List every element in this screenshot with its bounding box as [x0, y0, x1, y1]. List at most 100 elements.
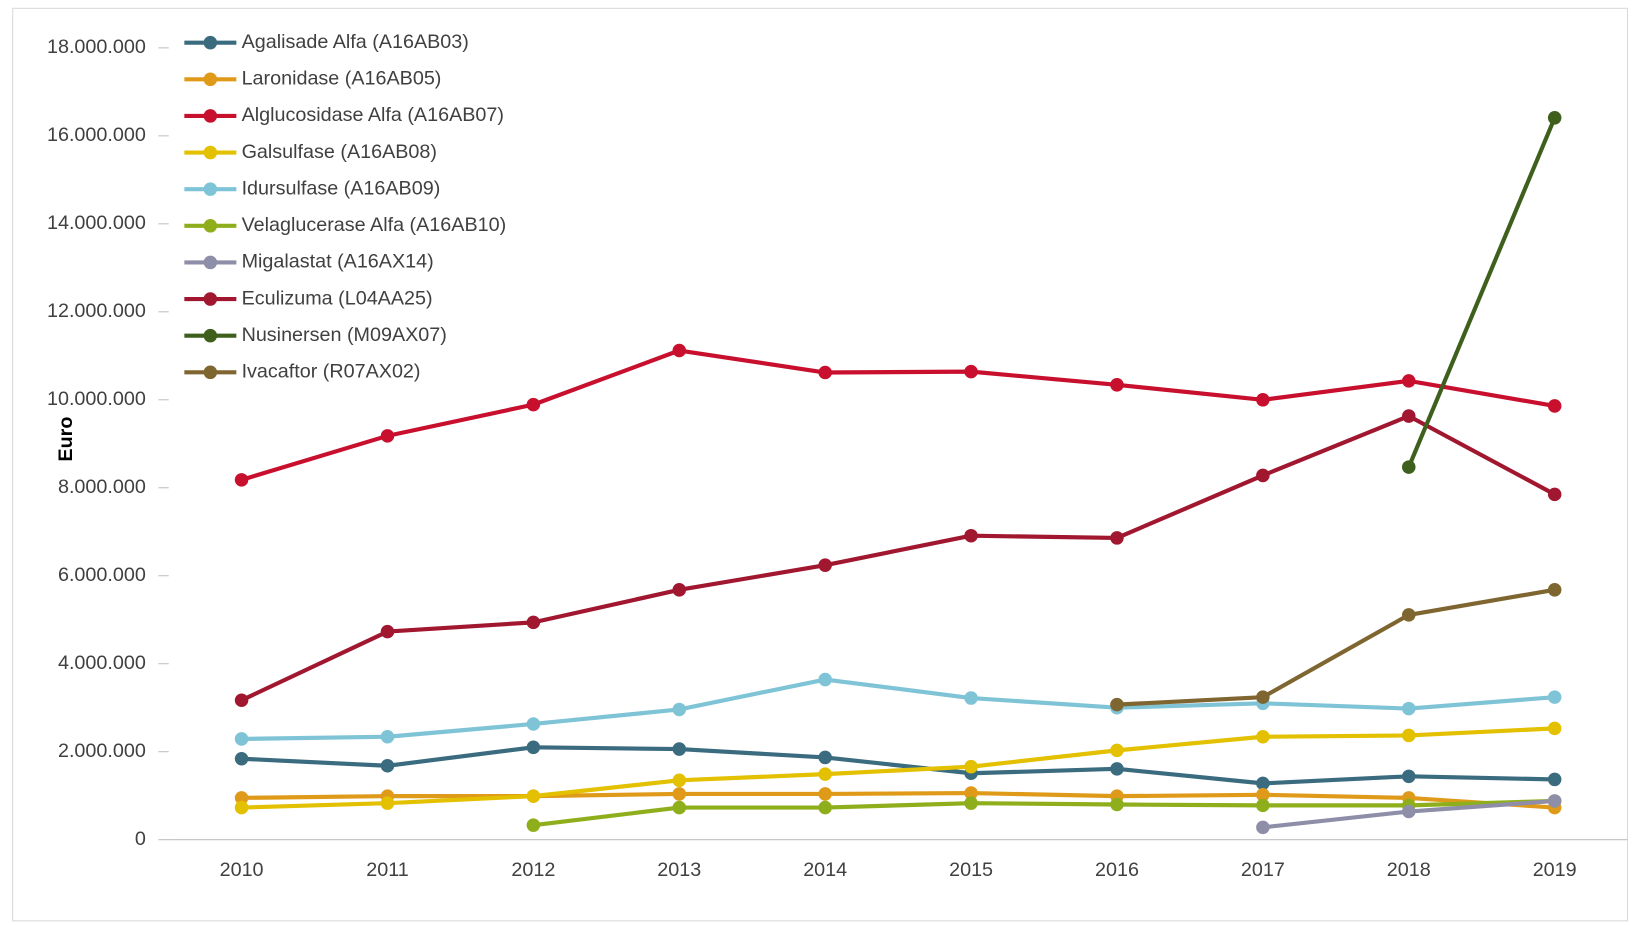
data-point [1402, 769, 1416, 784]
data-point [526, 818, 541, 832]
data-point [234, 751, 249, 766]
legend-marker [203, 328, 218, 343]
legend-label: Laronidase (A16AB05) [242, 68, 442, 90]
series-line [241, 677, 1555, 742]
data-point [1256, 729, 1270, 744]
data-point [234, 791, 249, 805]
x-tick-label: 2010 [220, 859, 264, 881]
legend-label: Nusinersen (M09AX07) [242, 324, 447, 346]
data-point [672, 702, 687, 717]
x-tick-label: 2016 [1095, 859, 1139, 881]
data-point [1547, 111, 1562, 125]
data-point [526, 397, 541, 412]
y-tick-label: 2.000.000 [58, 740, 146, 762]
data-point [964, 786, 978, 800]
legend-marker [203, 182, 218, 196]
data-point [526, 717, 541, 731]
legend-label: Velaglucerase Alfa (A16AB10) [242, 214, 507, 236]
data-point [380, 429, 395, 443]
data-point [1547, 721, 1562, 736]
series-line [241, 790, 1555, 810]
data-point [380, 759, 395, 773]
data-point [1110, 531, 1124, 545]
data-point [818, 787, 832, 801]
data-point [380, 796, 395, 810]
data-point [380, 624, 395, 639]
x-tick-label: 2018 [1387, 859, 1431, 881]
x-tick-label: 2014 [803, 859, 847, 881]
series-line [240, 348, 1556, 482]
data-point [1547, 772, 1562, 787]
data-point [1110, 797, 1124, 812]
data-point [1256, 690, 1270, 704]
series-line [241, 726, 1555, 810]
data-point [380, 729, 395, 744]
legend-label: Migalastat (A16AX14) [242, 251, 434, 273]
x-tick-label: 2017 [1241, 859, 1285, 881]
legend-label: Agalisade Alfa (A16AB03) [242, 31, 469, 53]
data-point [1110, 762, 1124, 776]
data-point [1256, 393, 1270, 407]
data-point [964, 528, 978, 543]
y-tick-label: 14.000.000 [47, 212, 146, 234]
legend-label: Galsulfase (A16AB08) [242, 141, 437, 163]
x-tick-label: 2015 [949, 859, 993, 881]
y-tick-label: 12.000.000 [47, 300, 146, 322]
legend-marker [203, 145, 218, 160]
legend-marker [203, 292, 218, 306]
data-point [818, 365, 832, 380]
y-tick-label: 8.000.000 [58, 476, 146, 498]
series-line [241, 745, 1555, 786]
data-point [1547, 399, 1562, 413]
y-axis-label: Euro [55, 417, 77, 462]
data-point [234, 473, 249, 487]
data-point [1110, 743, 1124, 758]
x-tick-label: 2011 [366, 859, 408, 881]
legend-marker [203, 109, 218, 123]
data-point [1256, 820, 1270, 835]
data-point [1547, 794, 1562, 808]
data-point [964, 691, 978, 705]
data-point [964, 364, 978, 379]
data-point [1110, 697, 1124, 712]
y-tick-label: 18.000.000 [47, 36, 146, 58]
y-tick-label: 10.000.000 [47, 388, 146, 410]
data-point [1402, 374, 1416, 388]
data-point [818, 767, 832, 781]
data-point [1402, 701, 1416, 716]
data-point [1547, 487, 1562, 502]
data-point [234, 732, 249, 746]
data-point [1402, 608, 1416, 622]
data-point [1256, 468, 1270, 483]
data-point [234, 800, 249, 815]
y-tick-label: 4.000.000 [58, 652, 146, 674]
data-point [1547, 690, 1562, 704]
data-point [818, 558, 832, 572]
data-point [1256, 798, 1270, 813]
data-point [672, 343, 687, 358]
series-line [1116, 587, 1556, 707]
chart-border [12, 7, 1629, 922]
legend-marker [203, 72, 218, 87]
legend-marker [203, 35, 218, 50]
series-line [1406, 117, 1557, 468]
data-point [1256, 788, 1270, 802]
x-tick-label: 2013 [657, 859, 701, 881]
y-tick-label: 6.000.000 [58, 564, 146, 586]
data-point [234, 693, 249, 707]
data-point [1110, 378, 1124, 392]
legend-marker [203, 255, 218, 270]
data-point [672, 787, 687, 801]
y-tick-label: 0 [135, 828, 146, 850]
data-point [964, 759, 978, 774]
data-point [526, 740, 541, 755]
series-line [533, 798, 1555, 828]
data-point [1402, 460, 1416, 474]
data-point [526, 615, 541, 630]
legend-marker [203, 365, 218, 380]
data-point [526, 789, 541, 803]
data-point [818, 800, 832, 815]
data-point [672, 583, 687, 597]
legend-label: Idursulfase (A16AB09) [242, 177, 441, 199]
